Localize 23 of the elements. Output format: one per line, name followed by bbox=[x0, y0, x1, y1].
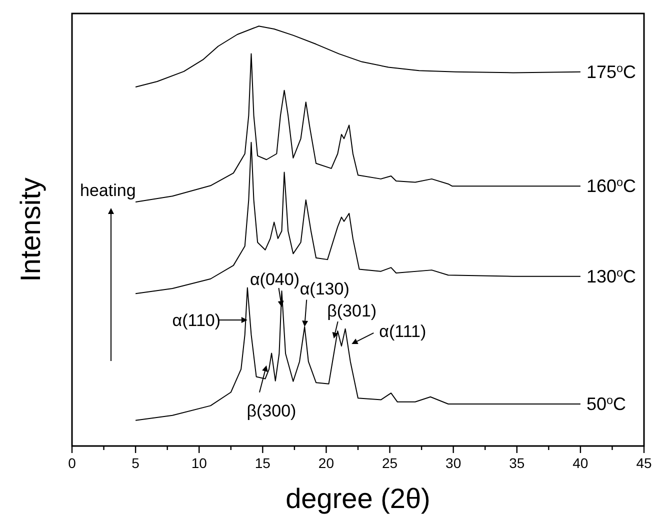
series-label: 130$^{o}$C bbox=[586, 266, 636, 286]
x-tick-label: 10 bbox=[191, 455, 208, 471]
x-tick-label: 0 bbox=[68, 455, 76, 471]
annotation: β(301) bbox=[327, 302, 377, 321]
x-tick-label: 20 bbox=[318, 455, 334, 471]
x-tick-label: 35 bbox=[509, 455, 525, 471]
x-tick-label: 40 bbox=[572, 455, 588, 471]
annotation: α(130) bbox=[300, 280, 350, 299]
series-label: 50$^{o}$C bbox=[586, 394, 626, 414]
annotation: α(111) bbox=[379, 322, 426, 341]
y-axis-title: Intensity bbox=[15, 178, 46, 282]
x-tick-label: 5 bbox=[132, 455, 140, 471]
x-tick-label: 25 bbox=[382, 455, 398, 471]
annotation: α(110) bbox=[172, 311, 221, 330]
x-axis-title: degree (2θ) bbox=[286, 483, 430, 514]
series-label: 175$^{o}$C bbox=[586, 61, 636, 82]
annotation: α(040) bbox=[250, 270, 300, 290]
x-tick-label: 30 bbox=[446, 455, 462, 471]
annotation: β(300) bbox=[246, 401, 296, 420]
x-tick-label: 15 bbox=[254, 455, 271, 471]
x-tick-label: 45 bbox=[636, 455, 652, 471]
annotation: heating bbox=[80, 181, 136, 200]
series-label: 160$^{o}$C bbox=[586, 176, 636, 196]
